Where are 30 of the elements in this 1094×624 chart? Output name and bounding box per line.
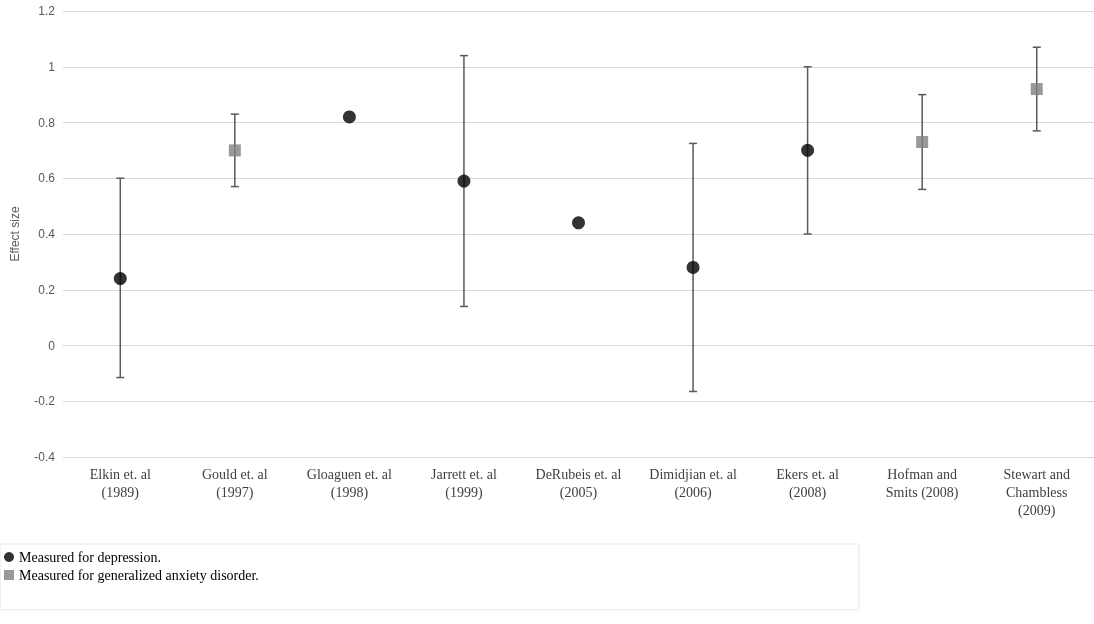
x-tick-label: Gloaguen et. al (1998)	[306, 466, 393, 501]
x-tick-label: Ekers et. al (2008)	[776, 466, 840, 501]
point	[113, 272, 127, 286]
x-tick-label: Dimidjian et. al (2006)	[649, 466, 737, 501]
point	[686, 260, 700, 274]
point	[1030, 83, 1043, 96]
y-tick-label: 0.8	[38, 115, 56, 130]
y-tick-label: 1.2	[38, 4, 56, 18]
y-tick-label: -0.4	[34, 450, 56, 464]
x-tick-label: DeRubeis et. al (2005)	[535, 466, 622, 501]
y-axis-title: Effect size	[8, 206, 22, 262]
y-tick-label: 1	[48, 59, 56, 74]
x-tick-label: Hofman and Smits (2008)	[885, 466, 959, 501]
point	[342, 110, 356, 124]
legend-label: Measured for generalized anxiety disorder.	[19, 567, 259, 583]
legend-label: Measured for depression.	[19, 549, 161, 565]
x-tick-label: Elkin et. al (1989)	[89, 466, 151, 501]
point	[916, 136, 929, 149]
y-tick-label: 0.6	[38, 171, 56, 186]
point	[572, 216, 585, 230]
x-tick-label: Gould et. al (1997)	[201, 466, 268, 501]
point	[457, 174, 471, 188]
y-tick-label: 0.2	[38, 282, 56, 297]
y-tick-label: 0	[48, 338, 56, 353]
point	[228, 144, 241, 157]
point	[801, 143, 815, 157]
y-tick-label: -0.2	[34, 394, 56, 409]
y-tick-label: 0.4	[38, 227, 56, 241]
x-tick-label: Stewart and Chambless (2009)	[1003, 466, 1070, 519]
x-tick-label: Jarrett et. al (1999)	[431, 466, 497, 501]
